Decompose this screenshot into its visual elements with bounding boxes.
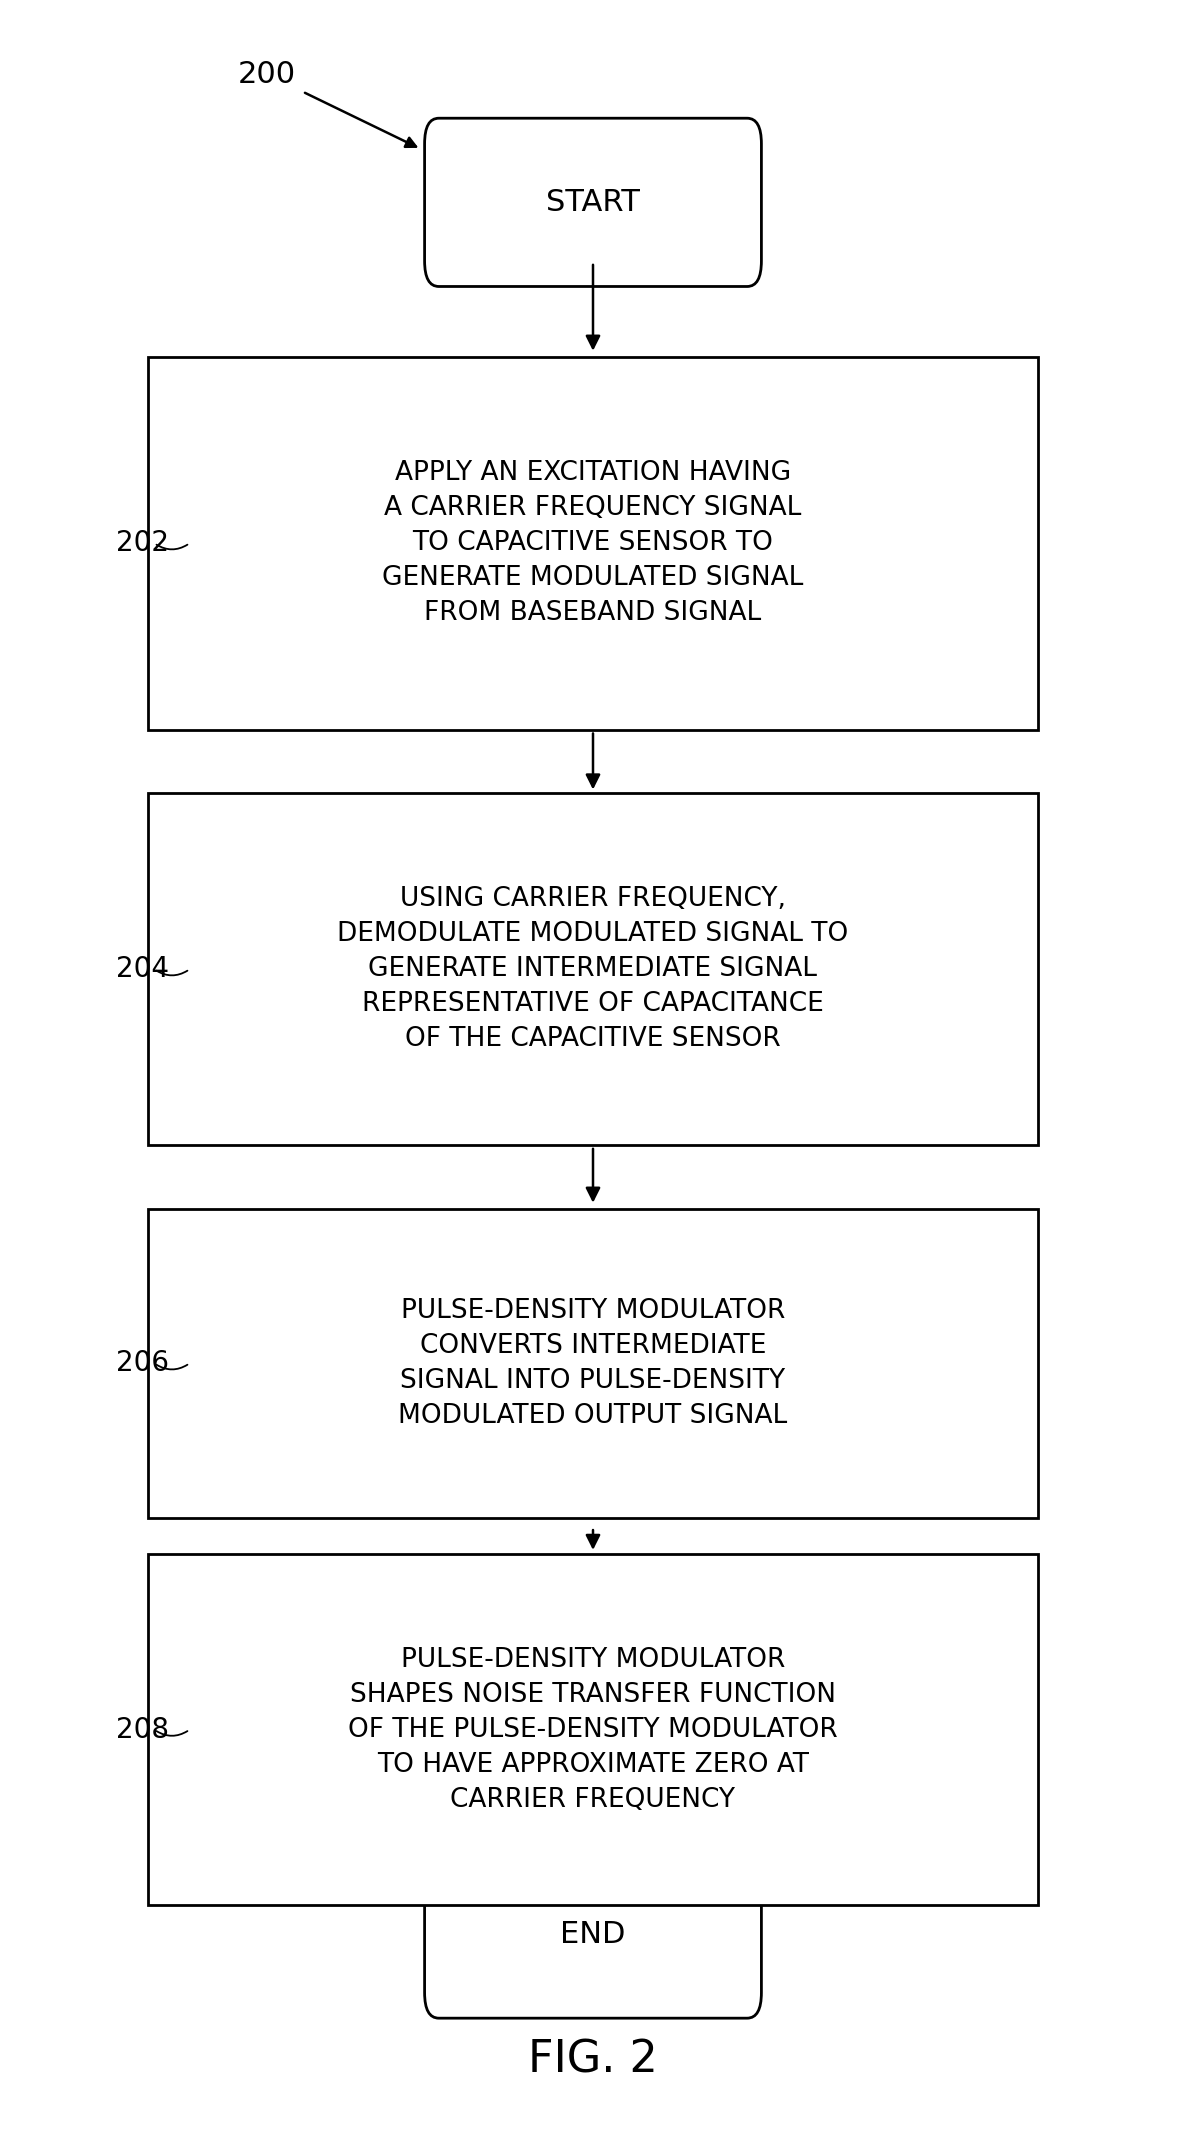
Text: USING CARRIER FREQUENCY,
DEMODULATE MODULATED SIGNAL TO
GENERATE INTERMEDIATE SI: USING CARRIER FREQUENCY, DEMODULATE MODU…: [337, 886, 849, 1052]
Text: END: END: [560, 1919, 626, 1949]
Bar: [148, 358, 1038, 728]
Text: 208: 208: [116, 1715, 168, 1744]
Text: PULSE-DENSITY MODULATOR
SHAPES NOISE TRANSFER FUNCTION
OF THE PULSE-DENSITY MODU: PULSE-DENSITY MODULATOR SHAPES NOISE TRA…: [349, 1646, 837, 1813]
FancyBboxPatch shape: [425, 1849, 761, 2019]
Bar: [148, 792, 1038, 1146]
Text: PULSE-DENSITY MODULATOR
CONVERTS INTERMEDIATE
SIGNAL INTO PULSE-DENSITY
MODULATE: PULSE-DENSITY MODULATOR CONVERTS INTERME…: [398, 1297, 788, 1429]
FancyBboxPatch shape: [425, 117, 761, 285]
Bar: [148, 1555, 1038, 1904]
Text: 206: 206: [116, 1348, 168, 1378]
Text: 202: 202: [116, 528, 168, 558]
Text: FIG. 2: FIG. 2: [528, 2038, 658, 2081]
Text: 204: 204: [116, 954, 168, 984]
Text: START: START: [546, 187, 640, 217]
Text: 200: 200: [237, 60, 296, 89]
Bar: [148, 1210, 1038, 1517]
Text: APPLY AN EXCITATION HAVING
A CARRIER FREQUENCY SIGNAL
TO CAPACITIVE SENSOR TO
GE: APPLY AN EXCITATION HAVING A CARRIER FRE…: [382, 460, 804, 626]
